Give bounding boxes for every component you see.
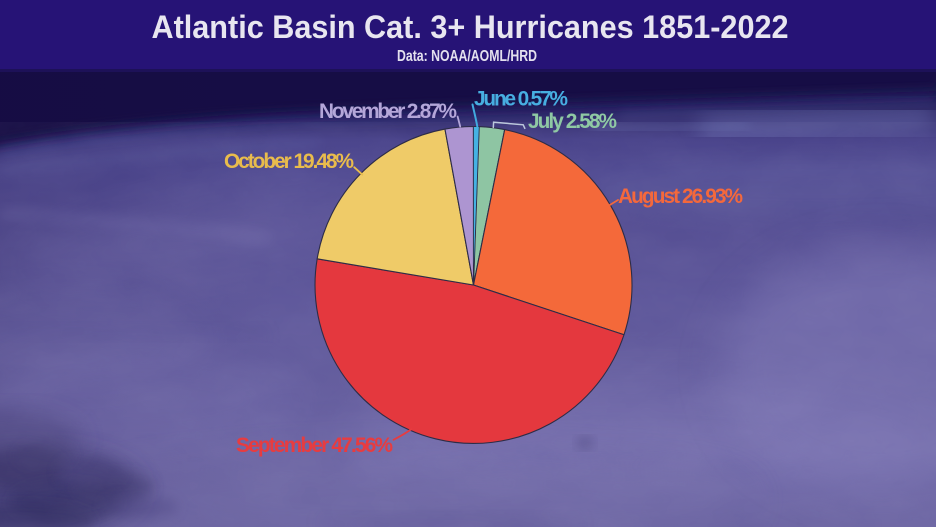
- svg-text:October 19.48%: October 19.48%: [224, 150, 354, 173]
- svg-text:August 26.93%: August 26.93%: [618, 185, 743, 208]
- svg-text:September 47.56%: September 47.56%: [236, 434, 393, 457]
- svg-text:June 0.57%: June 0.57%: [474, 88, 568, 111]
- svg-text:November 2.87%: November 2.87%: [319, 100, 457, 123]
- svg-text:Data: NOAA/AOML/HRD: Data: NOAA/AOML/HRD: [397, 48, 537, 65]
- svg-text:July 2.58%: July 2.58%: [528, 110, 617, 133]
- svg-text:Atlantic Basin Cat. 3+ Hurrica: Atlantic Basin Cat. 3+ Hurricanes 1851-2…: [152, 9, 789, 45]
